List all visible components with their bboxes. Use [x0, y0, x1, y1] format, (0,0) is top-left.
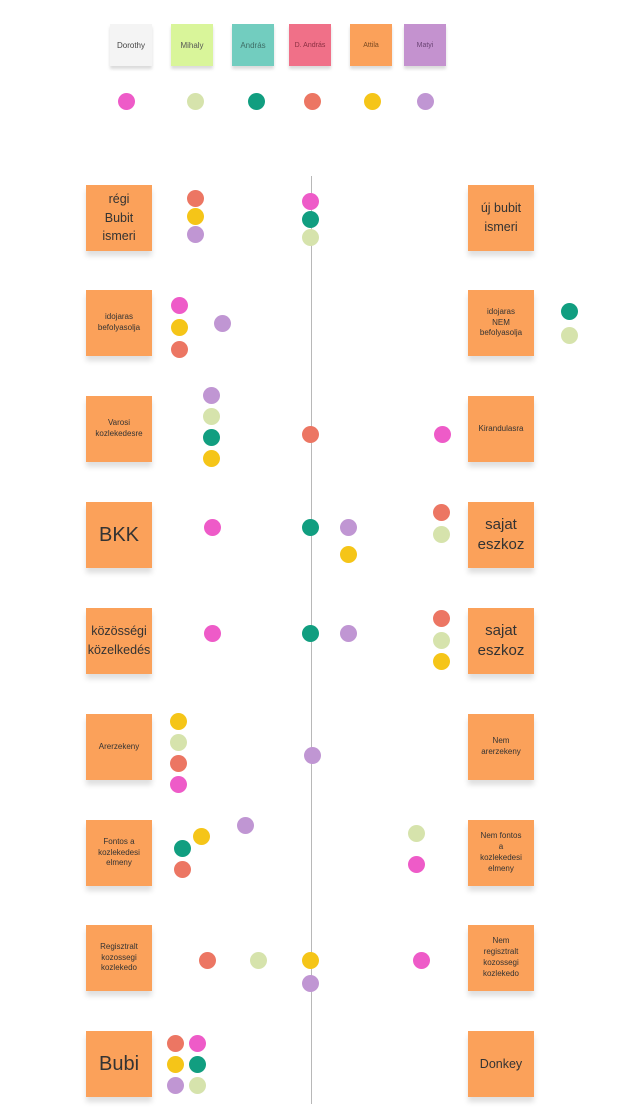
legend-note-d-andras[interactable]: D. András: [289, 24, 331, 66]
vote-dot-matyi[interactable]: [203, 387, 220, 404]
note-right-kirandulasra[interactable]: Kirandulasra: [468, 396, 534, 462]
legend-dot-dorothy: [118, 93, 135, 110]
note-right-nem-arerzekeny[interactable]: Nem arerzekeny: [468, 714, 534, 780]
vote-dot-dorothy[interactable]: [189, 1035, 206, 1052]
vote-dot-d-andras[interactable]: [174, 861, 191, 878]
vote-dot-attila[interactable]: [193, 828, 210, 845]
note-right-nem-fontos-a-kozlekedesi-elmeny[interactable]: Nem fontos a kozlekedesi elmeny: [468, 820, 534, 886]
note-left-bkk[interactable]: BKK: [86, 502, 152, 568]
vote-dot-mihaly[interactable]: [250, 952, 267, 969]
vote-dot-matyi[interactable]: [302, 975, 319, 992]
vote-dot-d-andras[interactable]: [171, 341, 188, 358]
legend-note-andras[interactable]: András: [232, 24, 274, 66]
vote-dot-mihaly[interactable]: [561, 327, 578, 344]
legend-dot-attila: [364, 93, 381, 110]
vote-dot-andras[interactable]: [203, 429, 220, 446]
note-left-regi-bubit-ismeri[interactable]: régi Bubit ismeri: [86, 185, 152, 251]
vote-dot-mihaly[interactable]: [189, 1077, 206, 1094]
vote-dot-mihaly[interactable]: [302, 229, 319, 246]
vote-dot-d-andras[interactable]: [167, 1035, 184, 1052]
note-right-nem-regisztralt-kozossegi-kozlekedo[interactable]: Nem regisztralt kozossegi kozlekedo: [468, 925, 534, 991]
vote-dot-dorothy[interactable]: [302, 193, 319, 210]
vote-dot-attila[interactable]: [170, 713, 187, 730]
vote-dot-d-andras[interactable]: [187, 190, 204, 207]
legend-dot-mihaly: [187, 93, 204, 110]
vote-dot-mihaly[interactable]: [433, 526, 450, 543]
legend-dot-andras: [248, 93, 265, 110]
note-left-bubi[interactable]: Bubi: [86, 1031, 152, 1097]
vote-dot-dorothy[interactable]: [171, 297, 188, 314]
legend-note-dorothy[interactable]: Dorothy: [110, 24, 152, 66]
vote-dot-d-andras[interactable]: [170, 755, 187, 772]
vote-dot-dorothy[interactable]: [413, 952, 430, 969]
vote-dot-dorothy[interactable]: [170, 776, 187, 793]
note-left-varosi-kozlekedesre[interactable]: Varosi kozlekedesre: [86, 396, 152, 462]
note-right-uj-bubit-ismeri[interactable]: új bubit ismeri: [468, 185, 534, 251]
legend-note-mihaly[interactable]: Mihaly: [171, 24, 213, 66]
note-right-idojaras-nem-befolyasolja[interactable]: idojaras NEM befolyasolja: [468, 290, 534, 356]
vote-dot-dorothy[interactable]: [204, 519, 221, 536]
vote-dot-matyi[interactable]: [340, 625, 357, 642]
vote-dot-attila[interactable]: [433, 653, 450, 670]
note-left-kozossegi-kozelkedes[interactable]: közösségi közelkedés: [86, 608, 152, 674]
vote-dot-attila[interactable]: [171, 319, 188, 336]
vote-dot-mihaly[interactable]: [170, 734, 187, 751]
vote-dot-attila[interactable]: [302, 952, 319, 969]
vote-dot-matyi[interactable]: [340, 519, 357, 536]
vote-dot-andras[interactable]: [174, 840, 191, 857]
note-left-regisztralt-kozossegi-kozlekedo[interactable]: Regisztralt kozossegi kozlekedo: [86, 925, 152, 991]
note-right-sajat-eszkoz[interactable]: sajat eszkoz: [468, 502, 534, 568]
vote-dot-dorothy[interactable]: [204, 625, 221, 642]
vote-dot-andras[interactable]: [302, 519, 319, 536]
vote-dot-mihaly[interactable]: [203, 408, 220, 425]
vote-dot-andras[interactable]: [302, 211, 319, 228]
vote-dot-d-andras[interactable]: [199, 952, 216, 969]
vote-dot-attila[interactable]: [167, 1056, 184, 1073]
vote-dot-d-andras[interactable]: [302, 426, 319, 443]
note-left-idojaras-befolyasolja[interactable]: idojaras befolyasolja: [86, 290, 152, 356]
note-right-sajat-eszkoz-2[interactable]: sajat eszkoz: [468, 608, 534, 674]
note-left-fontos-a-kozlekedesi-elmeny[interactable]: Fontos a kozlekedesi elmeny: [86, 820, 152, 886]
vote-dot-mihaly[interactable]: [408, 825, 425, 842]
vote-dot-d-andras[interactable]: [433, 610, 450, 627]
legend-note-attila[interactable]: Attila: [350, 24, 392, 66]
vote-dot-d-andras[interactable]: [433, 504, 450, 521]
vote-dot-matyi[interactable]: [167, 1077, 184, 1094]
vote-dot-attila[interactable]: [340, 546, 357, 563]
vote-dot-attila[interactable]: [203, 450, 220, 467]
note-left-arerzekeny[interactable]: Arerzekeny: [86, 714, 152, 780]
legend-note-matyi[interactable]: Matyi: [404, 24, 446, 66]
vote-dot-mihaly[interactable]: [433, 632, 450, 649]
vote-dot-dorothy[interactable]: [434, 426, 451, 443]
note-right-donkey[interactable]: Donkey: [468, 1031, 534, 1097]
vote-dot-andras[interactable]: [561, 303, 578, 320]
vote-dot-andras[interactable]: [302, 625, 319, 642]
vote-dot-matyi[interactable]: [237, 817, 254, 834]
vote-dot-andras[interactable]: [189, 1056, 206, 1073]
vote-dot-matyi[interactable]: [304, 747, 321, 764]
vote-dot-matyi[interactable]: [214, 315, 231, 332]
vote-dot-matyi[interactable]: [187, 226, 204, 243]
vote-dot-dorothy[interactable]: [408, 856, 425, 873]
legend-dot-d-andras: [304, 93, 321, 110]
vote-dot-attila[interactable]: [187, 208, 204, 225]
legend-dot-matyi: [417, 93, 434, 110]
